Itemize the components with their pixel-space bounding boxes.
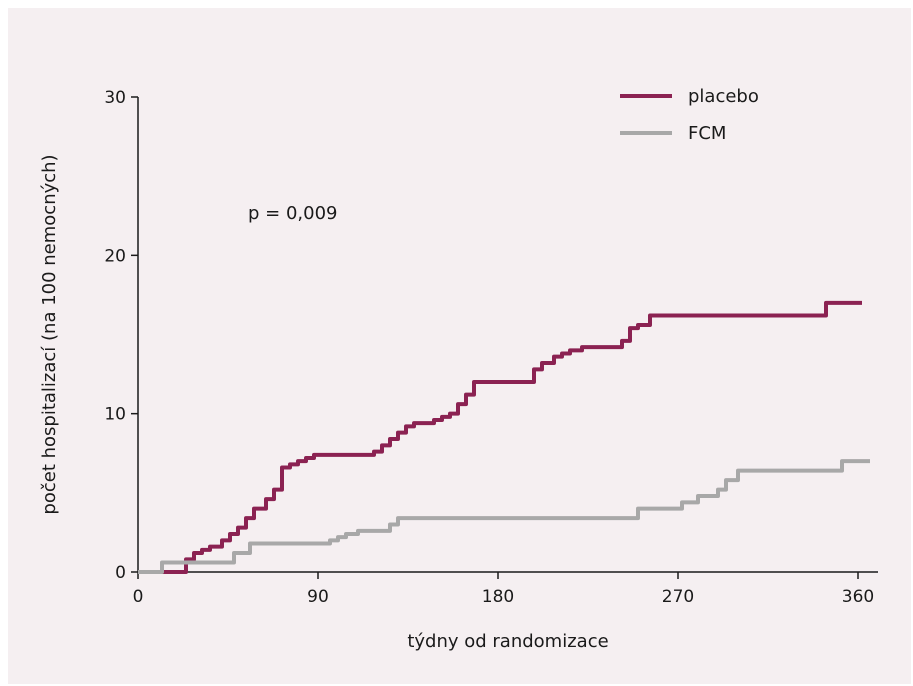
y-tick-label: 10 <box>104 405 126 425</box>
y-tick-label: 30 <box>104 88 126 108</box>
x-tick-label: 270 <box>662 587 694 607</box>
y-tick-label: 20 <box>104 246 126 266</box>
x-tick-label: 0 <box>133 587 144 607</box>
p-value-annotation: p = 0,009 <box>248 203 337 224</box>
legend: placebo FCM <box>620 86 759 144</box>
x-tick-label: 360 <box>842 587 874 607</box>
series-line-fcm <box>138 459 870 574</box>
y-tick-label: 0 <box>115 563 126 583</box>
x-axis-title: týdny od randomizace <box>407 631 608 652</box>
legend-label-fcm: FCM <box>688 123 726 144</box>
y-axis-title: počet hospitalizací (na 100 nemocných) <box>39 154 60 514</box>
x-tick-label: 180 <box>482 587 514 607</box>
chart-svg: 0 10 20 30 0 90 180 270 360 placebo FCM p = 0,009… <box>39 86 878 652</box>
series-layer <box>138 300 870 574</box>
legend-label-placebo: placebo <box>688 86 759 107</box>
chart-panel: 0 10 20 30 0 90 180 270 360 placebo FCM p = 0,009… <box>8 8 911 684</box>
axes: 0 10 20 30 0 90 180 270 360 <box>104 88 878 607</box>
x-tick-label: 90 <box>307 587 329 607</box>
series-line-placebo <box>138 300 862 574</box>
